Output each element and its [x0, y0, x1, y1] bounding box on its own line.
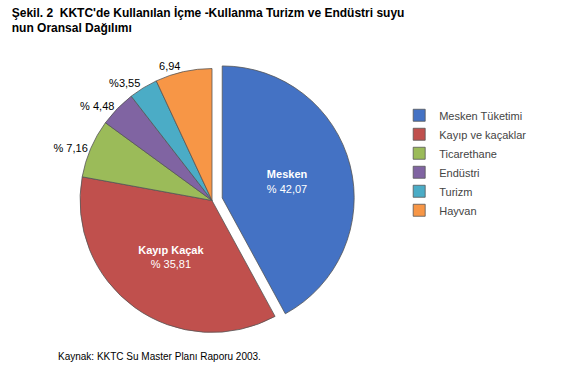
- svg-text:Endüstri: Endüstri: [439, 167, 479, 179]
- svg-text:6,94: 6,94: [159, 60, 180, 72]
- svg-text:Kayıp ve kaçaklar: Kayıp ve kaçaklar: [439, 129, 526, 141]
- svg-text:Kayıp Kaçak% 35,81: Kayıp Kaçak% 35,81: [138, 244, 204, 270]
- svg-text:Şekil. 2 KKTC'de Kullanılan İ: Şekil. 2 KKTC'de Kullanılan İçme -Kullan…: [12, 5, 405, 36]
- svg-text:Hayvan: Hayvan: [439, 205, 476, 217]
- svg-text:Mesken% 42,07: Mesken% 42,07: [267, 168, 308, 194]
- svg-text:% 7,16: % 7,16: [53, 142, 87, 154]
- svg-text:%3,55: %3,55: [109, 77, 140, 89]
- svg-text:Turizm: Turizm: [439, 186, 472, 198]
- svg-text:Kaynak: KKTC Su Master Planı R: Kaynak: KKTC Su Master Planı Raporu 2003…: [58, 351, 261, 362]
- svg-text:Mesken Tüketimi: Mesken Tüketimi: [439, 110, 522, 122]
- svg-text:Ticarethane: Ticarethane: [439, 148, 497, 160]
- svg-text:% 4,48: % 4,48: [80, 100, 114, 112]
